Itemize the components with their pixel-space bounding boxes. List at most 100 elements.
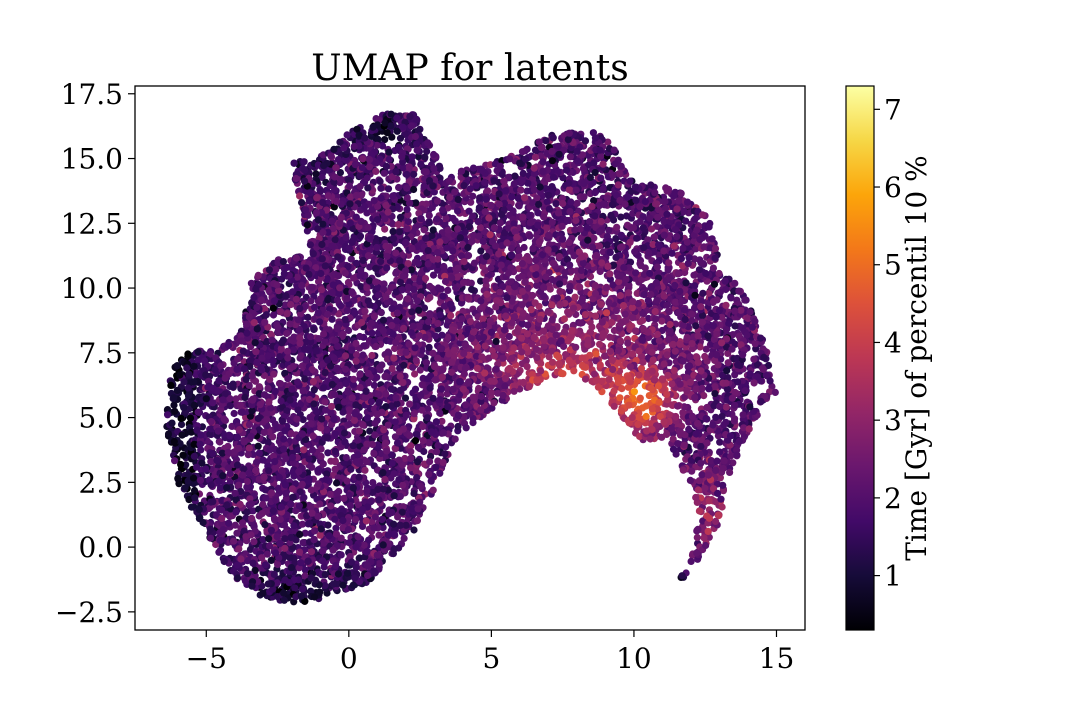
scatter-point [267,556,275,565]
scatter-point [701,484,709,492]
scatter-point [284,375,292,383]
scatter-point [697,297,706,305]
scatter-point [238,519,247,527]
scatter-point [374,135,382,143]
scatter-point [655,251,663,259]
scatter-point [286,553,294,561]
scatter-point [429,271,438,279]
scatter-points [163,110,779,606]
scatter-point [377,184,385,192]
scatter-point [355,554,363,562]
scatter-point [484,187,492,195]
scatter-point [366,427,374,435]
scatter-point [337,551,345,559]
scatter-point [744,314,752,322]
scatter-point [470,231,478,239]
scatter-point [379,142,387,150]
scatter-point [216,438,224,446]
scatter-point [381,373,389,381]
scatter-point [307,587,315,595]
scatter-point [328,315,336,323]
scatter-point [190,486,199,495]
scatter-point [259,456,267,464]
scatter-point [604,138,612,146]
scatter-point [447,254,455,262]
scatter-point [412,199,420,207]
scatter-point [347,255,355,263]
scatter-point [426,293,434,302]
chart-title: UMAP for latents [311,48,628,89]
scatter-point [697,442,705,450]
scatter-point [423,189,431,197]
scatter-point [533,281,541,289]
scatter-point [599,248,608,256]
scatter-point [459,307,467,315]
scatter-point [746,370,754,378]
scatter-point [243,508,251,516]
scatter-point [424,405,432,413]
scatter-point [319,305,327,313]
scatter-point [425,211,433,220]
scatter-point [270,370,278,378]
scatter-point [191,494,199,502]
scatter-point [324,449,332,457]
scatter-point [596,340,604,348]
scatter-point [345,413,353,422]
scatter-point [171,407,179,415]
scatter-point [444,286,452,294]
scatter-point [438,417,446,425]
scatter-point [636,432,644,440]
scatter-point [345,326,353,335]
scatter-point [230,409,238,418]
scatter-point [679,409,687,417]
scatter-point [414,259,423,267]
scatter-point [751,340,759,348]
scatter-point [215,548,223,556]
scatter-point [376,177,384,185]
scatter-point [392,168,400,176]
scatter-point [422,359,431,367]
scatter-point [687,310,696,318]
scatter-point [324,521,332,529]
scatter-point [716,438,724,446]
scatter-point [373,141,381,149]
scatter-point [574,207,582,215]
scatter-point [413,517,421,525]
scatter-point [500,337,508,345]
scatter-point [278,275,286,283]
scatter-point [700,534,708,542]
scatter-point [282,292,290,300]
scatter-point [633,289,641,297]
scatter-point [318,173,326,181]
scatter-point [700,392,708,400]
scatter-point [545,353,553,361]
scatter-point [489,346,497,354]
scatter-point [518,272,526,280]
scatter-point [264,439,272,447]
scatter-point [231,521,239,529]
scatter-point [432,418,440,426]
scatter-point [301,566,309,574]
scatter-point [297,352,305,360]
scatter-point [254,271,262,279]
scatter-point [240,527,248,535]
scatter-point [702,345,710,353]
scatter-point [177,420,186,429]
scatter-point [403,145,411,153]
scatter-point [622,212,631,220]
scatter-point [535,238,543,246]
scatter-point [228,422,236,430]
scatter-point [690,304,699,312]
scatter-point [212,511,221,519]
scatter-point [249,507,257,515]
scatter-point [391,433,399,441]
scatter-point [396,278,405,286]
scatter-point [645,392,653,400]
scatter-point [327,502,335,510]
scatter-point [281,301,289,309]
scatter-point [434,266,442,274]
scatter-point [718,313,726,321]
scatter-point [400,534,408,543]
scatter-point [336,381,344,390]
